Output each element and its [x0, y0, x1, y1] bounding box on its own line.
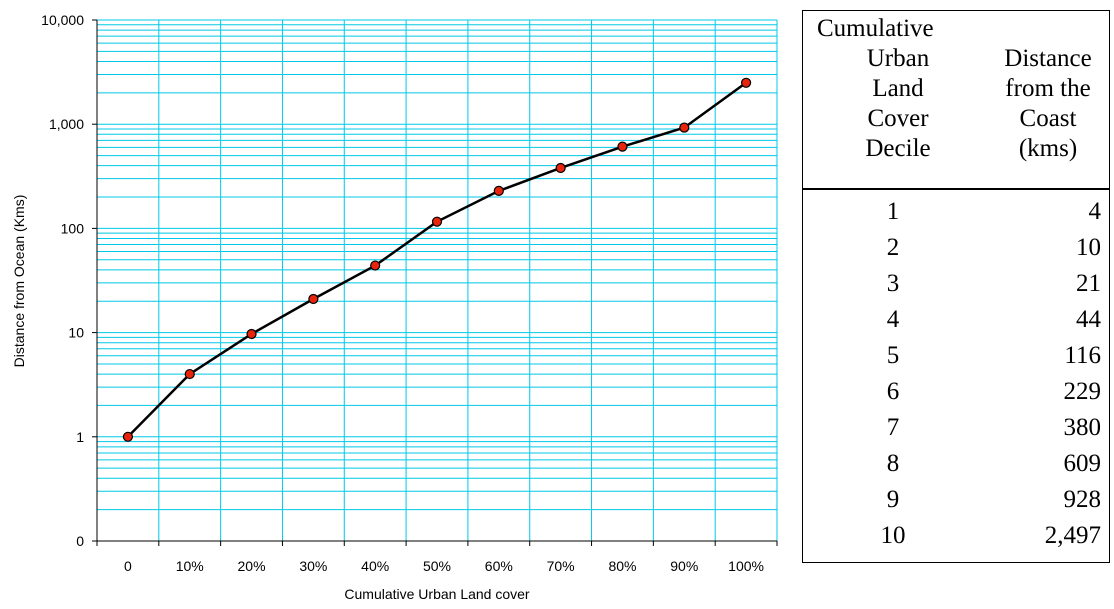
- header-decile-line: Cover: [867, 105, 929, 132]
- header-distance-line: Distance: [1004, 45, 1092, 72]
- y-tick-label: 1: [76, 429, 84, 445]
- x-tick-label: 30%: [299, 558, 327, 574]
- data-table: Cumulative Urban Land Cover Decile Dista…: [802, 10, 1110, 563]
- data-point: [493, 185, 504, 197]
- x-tick-label: 90%: [670, 558, 698, 574]
- data-point: [679, 122, 690, 133]
- y-tick-label: 1,000: [49, 116, 84, 132]
- distance-cell: 2,497: [1044, 522, 1101, 549]
- y-tick-label: 100: [61, 220, 85, 236]
- header-distance: Distance from the Coast (kms): [988, 44, 1108, 164]
- decile-cell: 7: [886, 414, 900, 441]
- table-row: 2 10: [803, 233, 1109, 269]
- decile-cell: 8: [886, 450, 900, 477]
- distance-cell: 380: [1063, 414, 1102, 441]
- table-header: Cumulative Urban Land Cover Decile Dista…: [803, 11, 1109, 190]
- decile-cell: 1: [886, 198, 900, 225]
- header-distance-line: from the: [1005, 75, 1091, 102]
- table-row: 7 380: [803, 413, 1109, 449]
- data-series: [122, 77, 752, 442]
- x-tick-label: 40%: [361, 558, 389, 574]
- header-decile-line: Decile: [865, 135, 931, 162]
- grid-lines: [97, 19, 778, 542]
- table-row: 4 44: [803, 305, 1109, 341]
- x-tick-label: 50%: [423, 558, 451, 574]
- distance-cell: 4: [1088, 198, 1102, 225]
- data-point: [740, 77, 752, 88]
- y-tick-label: 0: [76, 533, 84, 549]
- table-row: 9 928: [803, 485, 1109, 521]
- table-row: 5 116: [803, 341, 1109, 377]
- distance-cell: 21: [1076, 270, 1101, 297]
- decile-cell: 10: [880, 522, 906, 549]
- distance-cell: 928: [1063, 486, 1102, 513]
- decile-cell: 2: [886, 234, 900, 261]
- header-decile: Cumulative Urban Land Cover Decile: [809, 14, 987, 164]
- decile-cell: 5: [886, 342, 900, 369]
- x-tick-label: 100%: [728, 558, 764, 574]
- decile-cell: 4: [886, 306, 900, 333]
- x-tick-label: 80%: [608, 558, 636, 574]
- distance-cell: 609: [1063, 450, 1102, 477]
- distance-cell: 229: [1063, 378, 1102, 405]
- line-chart: 0 1 10 100 1,000 10,000 0 10% 20% 30% 40% 50% 60% 70%…: [11, 12, 778, 602]
- table-row: 8 609: [803, 449, 1109, 485]
- header-distance-line: (kms): [1018, 135, 1078, 162]
- distance-cell: 116: [1064, 342, 1101, 369]
- x-axis-title: Cumulative Urban Land cover: [344, 586, 530, 602]
- x-tick-label: 70%: [547, 558, 575, 574]
- x-tick-label: 20%: [238, 558, 266, 574]
- y-tick-label: 10,000: [41, 12, 84, 28]
- header-distance-line: Coast: [1019, 105, 1077, 132]
- distance-cell: 44: [1076, 306, 1101, 333]
- data-point: [617, 141, 628, 152]
- data-point: [246, 328, 257, 340]
- data-point: [308, 293, 319, 305]
- header-decile-line: Land: [872, 75, 924, 102]
- header-decile-line: Urban: [866, 45, 930, 72]
- data-point: [555, 162, 566, 174]
- x-tick-label: 10%: [176, 558, 204, 574]
- table-row: 10 2,497: [803, 521, 1109, 557]
- decile-cell: 6: [886, 378, 900, 405]
- decile-cell: 9: [886, 486, 900, 513]
- data-point: [431, 216, 443, 227]
- decile-cell: 3: [886, 270, 900, 297]
- table-row: 6 229: [803, 377, 1109, 413]
- header-decile-line: Cumulative: [817, 15, 934, 42]
- table-row: 3 21: [803, 269, 1109, 305]
- x-tick-label: 60%: [485, 558, 513, 574]
- tick-labels: 0 1 10 100 1,000 10,000 0 10% 20% 30% 40% 50% 60% 70%…: [41, 12, 764, 574]
- y-tick-label: 10: [68, 325, 84, 341]
- axes: [92, 19, 778, 546]
- data-point: [370, 260, 381, 271]
- data-point: [122, 431, 134, 442]
- data-point: [184, 368, 195, 380]
- x-tick-label: 0: [124, 558, 132, 574]
- distance-cell: 10: [1076, 234, 1101, 261]
- y-axis-title: Distance from Ocean (Kms): [11, 195, 27, 368]
